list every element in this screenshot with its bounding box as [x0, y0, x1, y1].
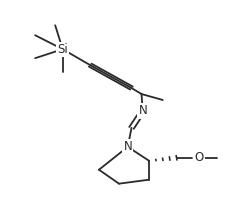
Text: Si: Si — [57, 43, 68, 56]
Text: N: N — [123, 140, 132, 153]
Text: N: N — [138, 104, 147, 117]
Text: O: O — [194, 151, 203, 164]
